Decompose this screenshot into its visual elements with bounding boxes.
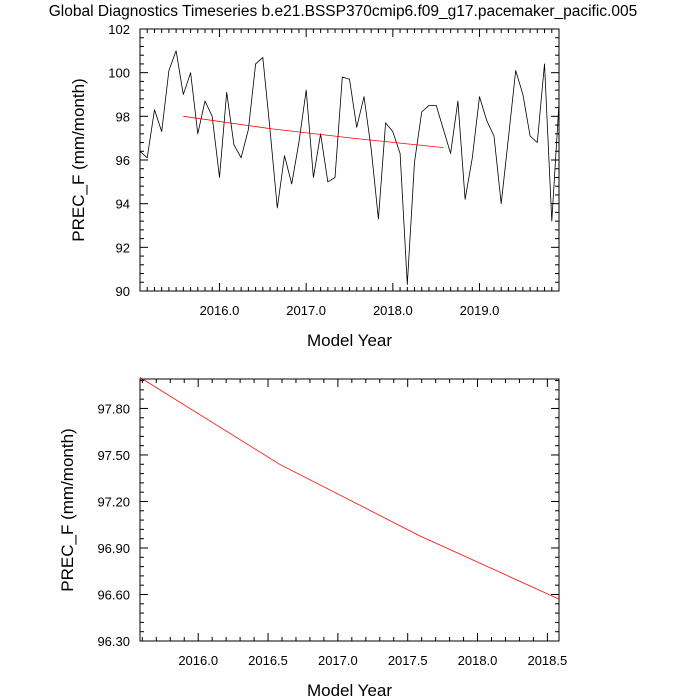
x-tick-label: 2017.0 — [286, 303, 326, 318]
y-tick-label: 92 — [116, 240, 130, 255]
y-tick-label: 96.90 — [97, 541, 130, 556]
y-tick-label: 94 — [116, 197, 130, 212]
bottom-chart-panel: 2016.0 2016.5 2017.0 2017.5 2018.0 2018.5 96.… — [58, 377, 567, 700]
y-tick-label: 98 — [116, 109, 130, 124]
y-tick-label: 96 — [116, 153, 130, 168]
y-tick-label: 96.30 — [97, 634, 130, 649]
x-tick-label: 2016.0 — [178, 653, 218, 668]
x-tick-label: 2018.5 — [527, 653, 567, 668]
x-tick-label: 2019.0 — [460, 303, 500, 318]
top-chart-x-axis-label: Model Year — [307, 331, 392, 350]
chart-title: Global Diagnostics Timeseries b.e21.BSSP… — [49, 3, 637, 20]
y-tick-label: 97.80 — [97, 401, 130, 416]
y-tick-label: 97.50 — [97, 448, 130, 463]
x-tick-label: 2018.0 — [458, 653, 498, 668]
top-chart-frame — [139, 28, 560, 292]
trend-line — [183, 115, 444, 148]
top-chart-x-axis: 2016.0 2017.0 2018.0 2019.0 — [139, 29, 560, 318]
x-tick-label: 2017.0 — [318, 653, 358, 668]
bottom-chart-frame — [139, 378, 560, 642]
y-tick-label: 97.20 — [97, 494, 130, 509]
top-chart-y-axis: 90 92 94 96 98 100 102 — [108, 22, 559, 299]
y-tick-label: 100 — [108, 66, 130, 81]
bottom-chart-x-axis: 2016.0 2016.5 2017.0 2017.5 2018.0 2018.5 — [141, 379, 567, 668]
x-tick-label: 2016.0 — [200, 303, 240, 318]
y-tick-label: 96.60 — [97, 587, 130, 602]
x-tick-label: 2017.5 — [388, 653, 428, 668]
bottom-chart-series — [139, 377, 560, 600]
bottom-chart-x-axis-label: Model Year — [307, 681, 392, 700]
top-chart-series — [139, 50, 560, 285]
x-tick-label: 2016.5 — [248, 653, 288, 668]
bottom-chart-y-axis: 96.30 96.60 96.90 97.20 97.50 97.80 — [97, 380, 559, 649]
top-chart-panel: 2016.0 2017.0 2018.0 2019.0 90 92 94 96 98 100 10… — [69, 22, 560, 350]
monthly-series-line — [139, 50, 560, 285]
bottom-chart-y-axis-label: PREC_F (mm/month) — [58, 428, 77, 591]
top-chart-y-axis-label: PREC_F (mm/month) — [69, 78, 88, 241]
y-tick-label: 102 — [108, 22, 130, 37]
x-tick-label: 2018.0 — [373, 303, 413, 318]
y-tick-label: 90 — [116, 284, 130, 299]
trend-line — [139, 377, 560, 600]
